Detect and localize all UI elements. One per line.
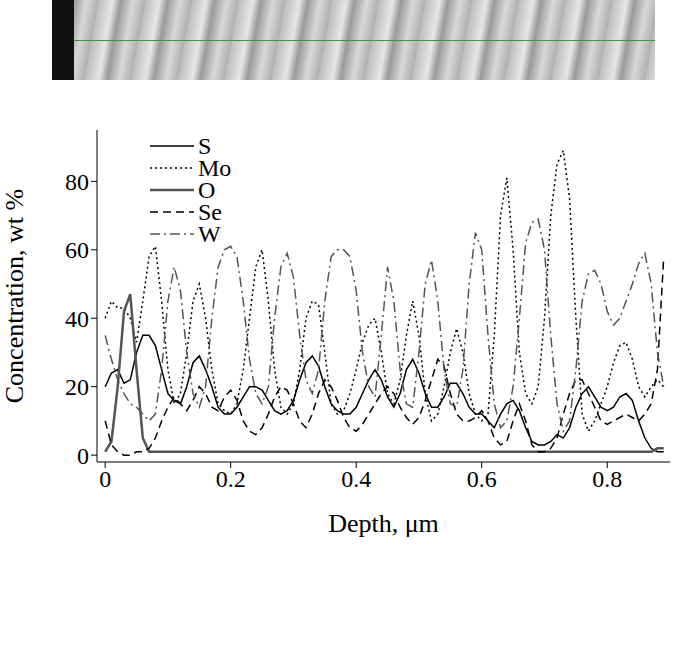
html-text:S: S <box>198 133 212 159</box>
html-text:O: O <box>198 177 216 203</box>
svg-text:60: 60 <box>65 237 89 263</box>
html-text:W: W <box>198 221 221 247</box>
svg-text:0.6: 0.6 <box>467 466 497 492</box>
svg-text:0: 0 <box>77 443 89 469</box>
html-text:Se: Se <box>198 199 222 225</box>
svg-text:0.2: 0.2 <box>216 466 246 492</box>
svg-text:Concentration, wt %: Concentration, wt % <box>0 189 29 403</box>
svg-text:Depth, μm: Depth, μm <box>328 509 439 538</box>
svg-text:0.8: 0.8 <box>592 466 622 492</box>
svg-text:80: 80 <box>65 169 89 195</box>
svg-text:0: 0 <box>99 466 111 492</box>
svg-text:40: 40 <box>65 306 89 332</box>
svg-text:0.4: 0.4 <box>341 466 371 492</box>
html-text:Mo: Mo <box>198 155 232 181</box>
svg-text:20: 20 <box>65 374 89 400</box>
